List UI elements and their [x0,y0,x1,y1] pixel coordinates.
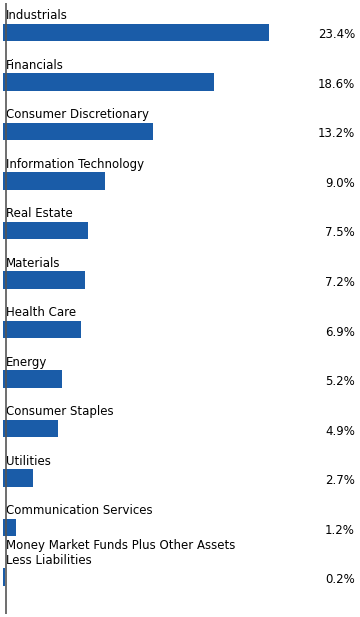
Bar [3,73,214,91]
Bar [3,123,153,140]
Text: 7.2%: 7.2% [325,276,355,289]
Bar [3,420,58,437]
Bar [3,24,269,41]
Text: Money Market Funds Plus Other Assets
Less Liabilities: Money Market Funds Plus Other Assets Les… [6,539,235,566]
Text: Energy: Energy [6,355,48,368]
Text: Communication Services: Communication Services [6,504,153,517]
Bar [3,172,105,189]
Bar [3,519,17,536]
Text: 2.7%: 2.7% [325,474,355,487]
Text: 23.4%: 23.4% [318,28,355,41]
Text: 4.9%: 4.9% [325,424,355,437]
Text: Materials: Materials [6,257,60,270]
Text: Utilities: Utilities [6,455,51,468]
Bar [3,370,62,387]
Bar [3,271,85,289]
Text: 0.2%: 0.2% [325,573,355,586]
Text: Information Technology: Information Technology [6,157,144,171]
Text: 13.2%: 13.2% [318,128,355,141]
Text: 5.2%: 5.2% [325,375,355,388]
Text: Real Estate: Real Estate [6,207,73,220]
Text: Industrials: Industrials [6,9,68,22]
Text: 6.9%: 6.9% [325,326,355,339]
Bar [3,321,81,338]
Text: Consumer Discretionary: Consumer Discretionary [6,108,149,121]
Text: 18.6%: 18.6% [318,78,355,91]
Bar [3,470,33,487]
Bar [3,222,88,239]
Text: 7.5%: 7.5% [325,226,355,239]
Text: 9.0%: 9.0% [325,177,355,190]
Text: 1.2%: 1.2% [325,524,355,537]
Text: Consumer Staples: Consumer Staples [6,405,114,418]
Text: Health Care: Health Care [6,306,76,319]
Bar [3,568,5,586]
Text: Financials: Financials [6,59,64,72]
